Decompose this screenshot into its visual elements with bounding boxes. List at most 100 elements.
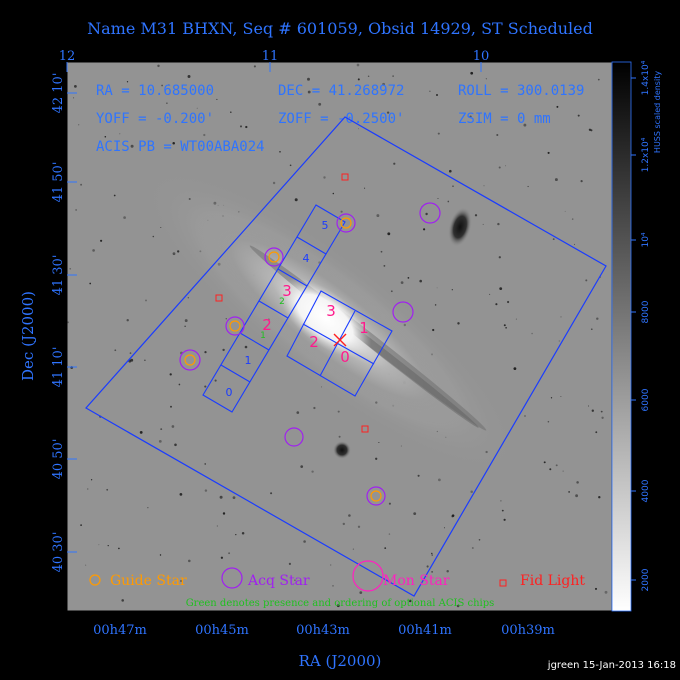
fid-lights bbox=[215, 173, 369, 433]
field-star bbox=[434, 304, 437, 306]
field-star bbox=[564, 210, 566, 212]
field-star bbox=[214, 379, 217, 382]
field-star bbox=[348, 514, 351, 517]
chip-s5-label: 5 bbox=[322, 219, 329, 232]
field-star bbox=[179, 493, 183, 496]
field-star bbox=[161, 84, 164, 87]
bottom-tick-00h47m: 00h47m bbox=[93, 623, 147, 638]
field-star bbox=[323, 176, 326, 179]
field-star bbox=[222, 512, 226, 515]
mon-star-legend-label: Mon Star bbox=[383, 573, 450, 589]
field-star bbox=[560, 316, 562, 318]
field-star bbox=[239, 125, 243, 128]
cbar-tick-1e4: 10⁴ bbox=[641, 232, 651, 247]
field-star bbox=[219, 495, 223, 499]
field-star bbox=[591, 409, 594, 412]
field-star bbox=[513, 367, 517, 371]
field-star bbox=[69, 267, 72, 270]
field-star bbox=[342, 522, 345, 526]
field-star bbox=[178, 383, 181, 386]
field-star bbox=[590, 328, 593, 331]
fov-outline bbox=[85, 116, 607, 597]
field-star bbox=[357, 525, 361, 528]
field-star bbox=[413, 512, 417, 516]
field-star bbox=[568, 491, 570, 493]
cbar-tick-2000: 2000 bbox=[641, 568, 651, 591]
left-tick-41-30: 41 30' bbox=[51, 255, 66, 296]
field-star bbox=[483, 185, 485, 187]
field-star bbox=[126, 81, 129, 83]
field-star bbox=[253, 65, 256, 68]
bottom-axis-label: RA (J2000) bbox=[299, 652, 382, 670]
plot-title: Name M31 BHXN, Seq # 601059, Obsid 14929… bbox=[87, 19, 593, 38]
field-star bbox=[425, 212, 428, 216]
field-star bbox=[448, 169, 452, 173]
field-star bbox=[121, 599, 124, 602]
field-star bbox=[597, 78, 600, 81]
field-star bbox=[307, 77, 310, 81]
field-star bbox=[313, 406, 316, 410]
field-star bbox=[431, 554, 433, 556]
field-star bbox=[524, 415, 526, 417]
field-star bbox=[503, 518, 506, 521]
field-star bbox=[588, 128, 592, 131]
field-star bbox=[270, 492, 273, 495]
field-star bbox=[497, 222, 500, 226]
field-star bbox=[272, 181, 276, 185]
bottom-tick-00h45m: 00h45m bbox=[195, 623, 249, 638]
field-star bbox=[384, 547, 387, 549]
field-star bbox=[216, 525, 218, 527]
field-star bbox=[426, 565, 429, 568]
field-star bbox=[73, 97, 75, 99]
field-star bbox=[408, 599, 412, 603]
field-star bbox=[244, 345, 248, 349]
field-star bbox=[204, 489, 208, 492]
field-star bbox=[423, 228, 426, 231]
field-star bbox=[386, 111, 390, 114]
field-star bbox=[357, 128, 359, 130]
field-star bbox=[451, 514, 455, 517]
field-star bbox=[431, 552, 433, 555]
field-star bbox=[457, 322, 460, 325]
field-star bbox=[598, 496, 601, 499]
field-star bbox=[106, 488, 109, 491]
field-star bbox=[470, 490, 473, 493]
left-tick-40-50: 40 50' bbox=[51, 439, 66, 480]
field-star bbox=[364, 187, 366, 189]
field-star bbox=[158, 440, 162, 443]
field-star bbox=[571, 218, 574, 220]
dec-value: DEC = 41.268972 bbox=[278, 83, 404, 99]
field-star bbox=[336, 604, 340, 608]
field-star bbox=[393, 162, 396, 165]
field-star bbox=[332, 585, 334, 587]
field-star bbox=[478, 539, 481, 541]
left-tick-40-30: 40 30' bbox=[51, 532, 66, 573]
field-star bbox=[300, 465, 304, 468]
field-star bbox=[498, 256, 501, 259]
field-star bbox=[67, 321, 70, 324]
optional-chip-2: 2 bbox=[279, 297, 285, 307]
acq-stars bbox=[179, 202, 441, 506]
field-star bbox=[507, 300, 510, 304]
legend: Guide Star Acq Star Mon Star Fid Light G… bbox=[89, 560, 585, 609]
field-star bbox=[378, 442, 380, 443]
field-star bbox=[594, 587, 598, 590]
field-star bbox=[318, 102, 322, 106]
aimpoint-marker bbox=[333, 333, 347, 347]
field-star bbox=[174, 443, 177, 447]
left-tick-41-10: 41 10' bbox=[51, 347, 66, 388]
field-star bbox=[471, 547, 474, 549]
field-star bbox=[474, 214, 478, 217]
field-star bbox=[100, 239, 103, 242]
field-star bbox=[469, 115, 472, 118]
cbar-tick-1.2e4: 1.2x10⁴ bbox=[641, 137, 651, 172]
field-star bbox=[550, 397, 553, 399]
field-star bbox=[203, 133, 206, 137]
field-star bbox=[446, 569, 449, 573]
field-star bbox=[184, 319, 188, 323]
field-star bbox=[160, 428, 163, 431]
field-star bbox=[382, 82, 386, 86]
field-star bbox=[436, 287, 438, 289]
roll-value: ROLL = 300.0139 bbox=[458, 83, 584, 99]
